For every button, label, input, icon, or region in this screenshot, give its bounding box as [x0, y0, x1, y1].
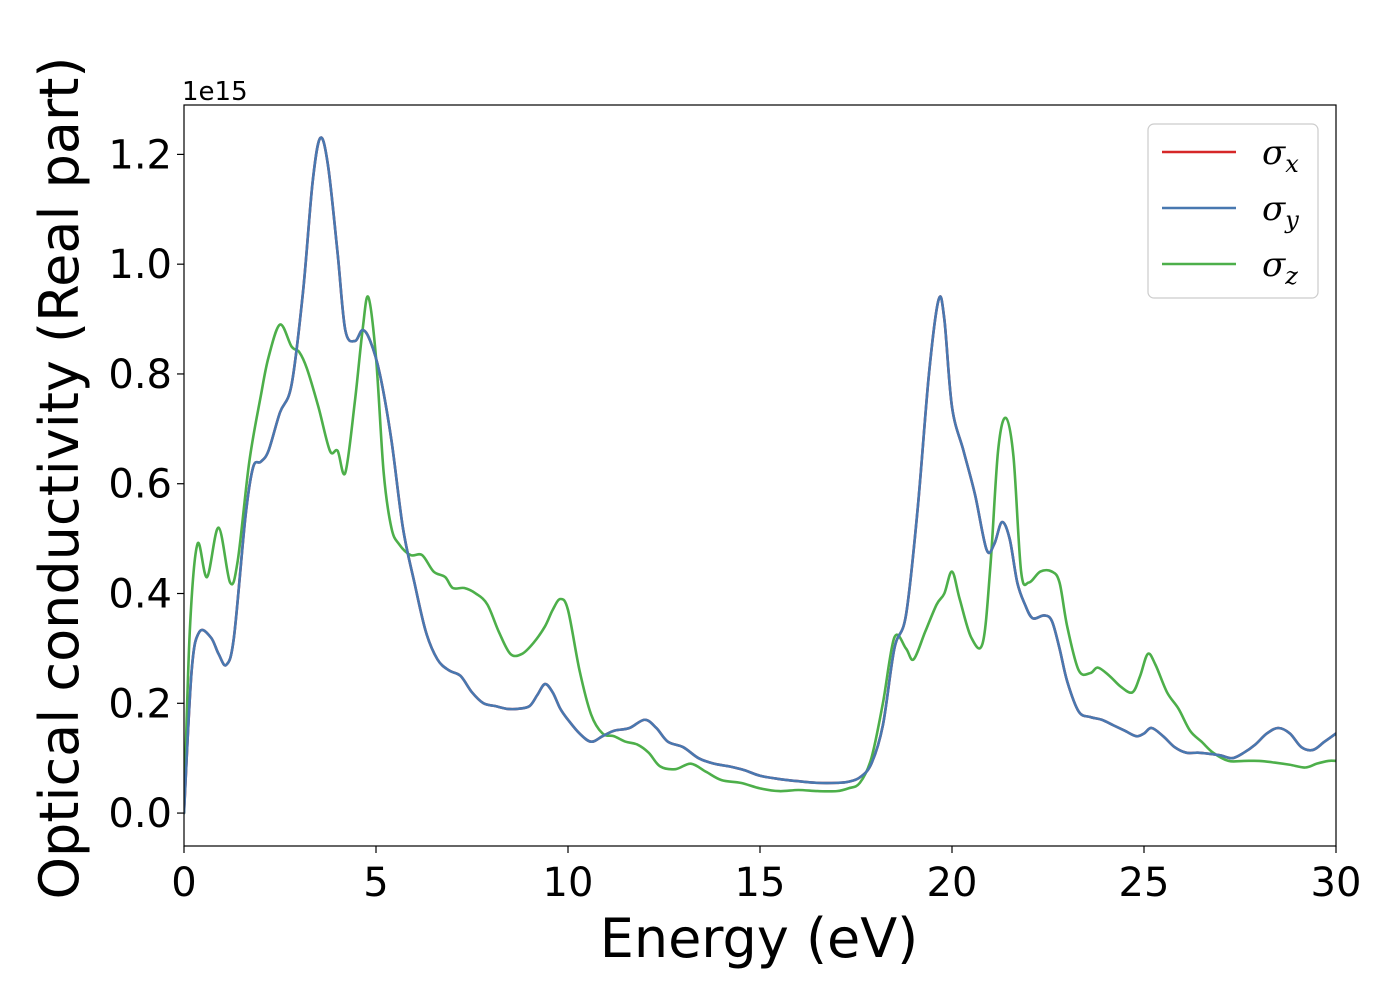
legend-box [1147, 123, 1319, 299]
x-tick-label: 10 [543, 860, 594, 906]
series-line-y [184, 136, 1336, 815]
x-tick-label: 0 [171, 860, 196, 906]
y-axis-label: Optical conductivity (Real part) [28, 57, 91, 900]
y-axis-ticks: 0.0 0.2 0.4 0.6 0.8 1.0 1.2 [108, 132, 184, 837]
x-axis-label: Energy (eV) [600, 907, 919, 970]
x-tick-label: 15 [735, 860, 786, 906]
legend-symbol: σ [1262, 133, 1286, 173]
plot-frame [183, 104, 1337, 847]
x-tick-label: 5 [363, 860, 388, 906]
y-tick-label: 0.4 [108, 572, 172, 618]
legend-subscript: x [1285, 150, 1299, 178]
legend-subscript: y [1284, 206, 1299, 234]
y-tick-label: 1.0 [108, 242, 172, 288]
x-tick-label: 20 [927, 860, 978, 906]
y-tick-label: 0.0 [108, 791, 172, 837]
series-line-z [184, 295, 1336, 815]
legend-label-x: σx [1262, 133, 1299, 178]
y-tick-label: 0.2 [108, 681, 172, 727]
x-tick-label: 25 [1119, 860, 1170, 906]
legend-symbol: σ [1262, 189, 1286, 229]
y-axis-offset-label: 1e15 [182, 77, 248, 107]
x-axis-ticks: 0 5 10 15 20 25 30 [171, 846, 1361, 906]
legend-label-z: σz [1262, 245, 1298, 290]
y-tick-label: 1.2 [108, 132, 172, 178]
legend-label-y: σy [1262, 189, 1299, 234]
legend-subscript: z [1284, 262, 1298, 290]
x-tick-label: 30 [1311, 860, 1362, 906]
y-tick-label: 0.6 [108, 462, 172, 508]
series-layer [184, 136, 1336, 815]
y-tick-label: 0.8 [108, 352, 172, 398]
legend-symbol: σ [1262, 245, 1286, 285]
